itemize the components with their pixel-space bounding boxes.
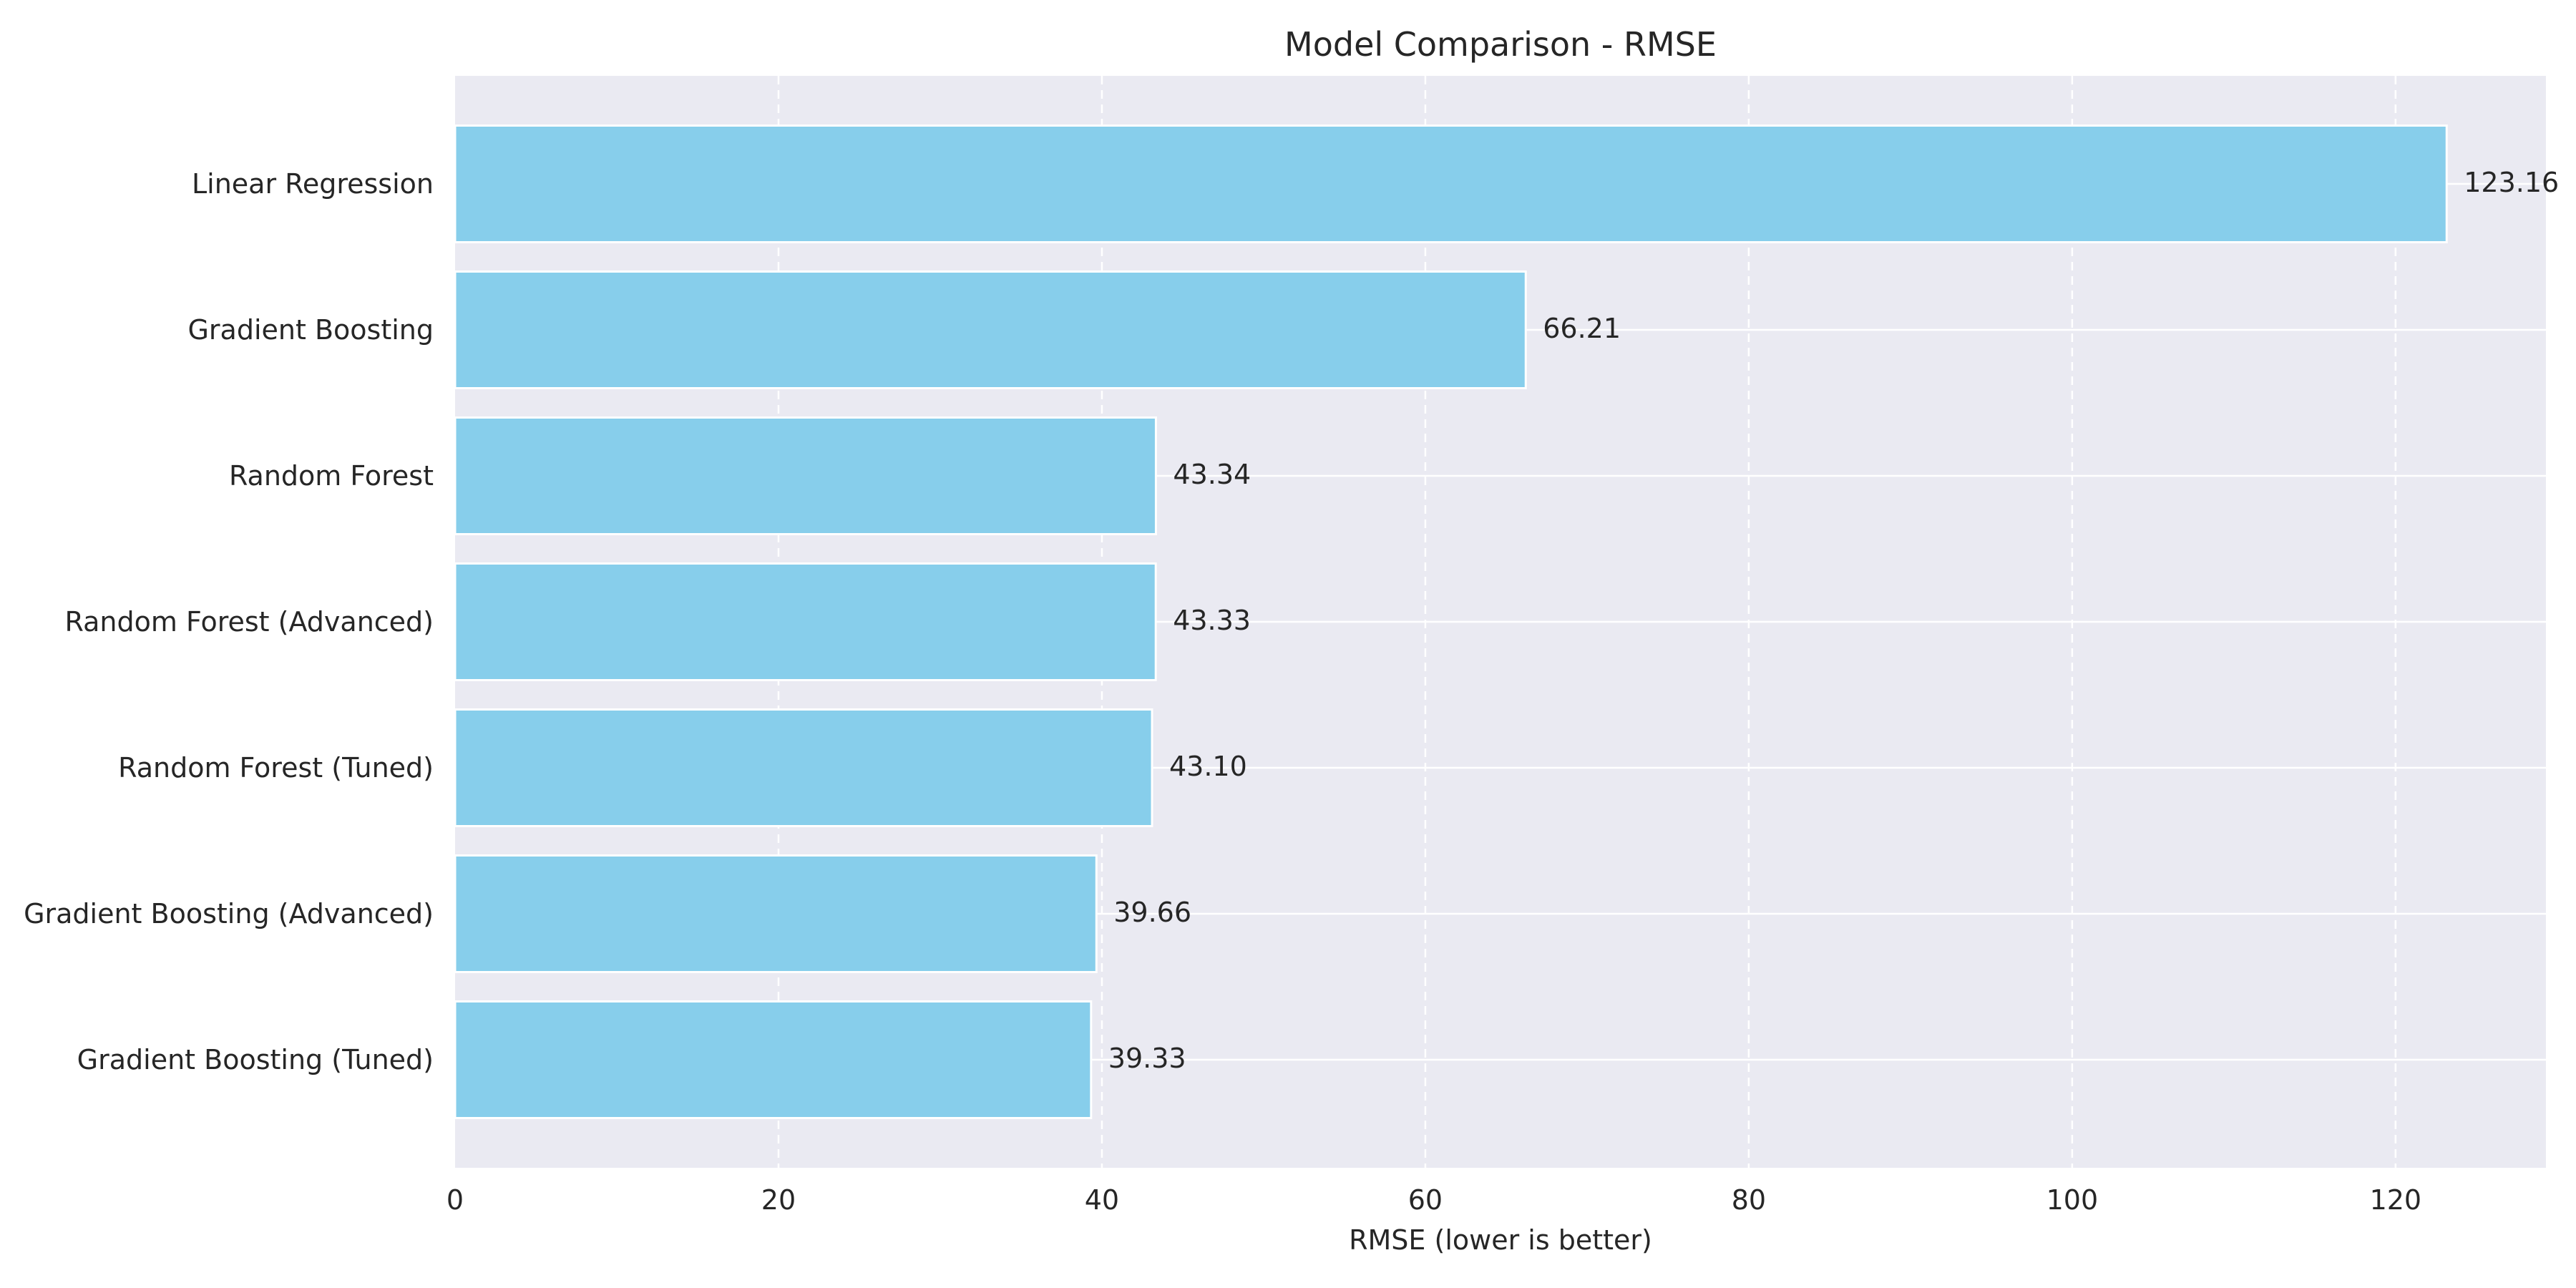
category-label: Random Forest (Tuned) <box>118 752 434 784</box>
bar <box>454 562 1157 681</box>
x-tick-label: 120 <box>2370 1184 2422 1216</box>
category-label: Gradient Boosting <box>187 314 434 346</box>
x-tick-label: 0 <box>447 1184 464 1216</box>
value-label: 66.21 <box>1543 313 1621 344</box>
bar <box>454 1000 1093 1119</box>
value-label: 43.34 <box>1173 459 1251 490</box>
bar <box>454 854 1098 973</box>
x-axis-label: RMSE (lower is better) <box>1349 1224 1652 1256</box>
bars <box>454 125 2448 1119</box>
chart-title: Model Comparison - RMSE <box>1284 25 1717 64</box>
category-label: Gradient Boosting (Advanced) <box>24 898 434 930</box>
x-tick-label: 100 <box>2046 1184 2099 1216</box>
category-label: Linear Regression <box>192 168 434 200</box>
category-label: Random Forest <box>229 460 434 492</box>
value-label: 43.33 <box>1173 605 1251 636</box>
value-label: 43.10 <box>1169 751 1247 782</box>
x-tick-label: 60 <box>1408 1184 1443 1216</box>
value-label: 39.66 <box>1113 897 1191 928</box>
x-tick-labels: 0 20 40 60 80 100 120 <box>447 1184 2421 1216</box>
x-tick-label: 40 <box>1085 1184 1119 1216</box>
bar <box>454 708 1153 827</box>
value-label: 39.33 <box>1108 1043 1186 1074</box>
bar <box>454 125 2448 243</box>
value-labels: 123.16 66.21 43.34 43.33 43.10 39.66 39.33 <box>1108 167 2559 1074</box>
value-label: 123.16 <box>2464 167 2559 198</box>
category-label: Random Forest (Advanced) <box>65 606 434 638</box>
category-label: Gradient Boosting (Tuned) <box>77 1044 434 1075</box>
bar <box>454 416 1157 535</box>
x-tick-label: 80 <box>1732 1184 1766 1216</box>
bar <box>454 270 1527 389</box>
category-labels: Linear Regression Gradient Boosting Random… <box>24 168 434 1075</box>
x-tick-label: 20 <box>761 1184 796 1216</box>
